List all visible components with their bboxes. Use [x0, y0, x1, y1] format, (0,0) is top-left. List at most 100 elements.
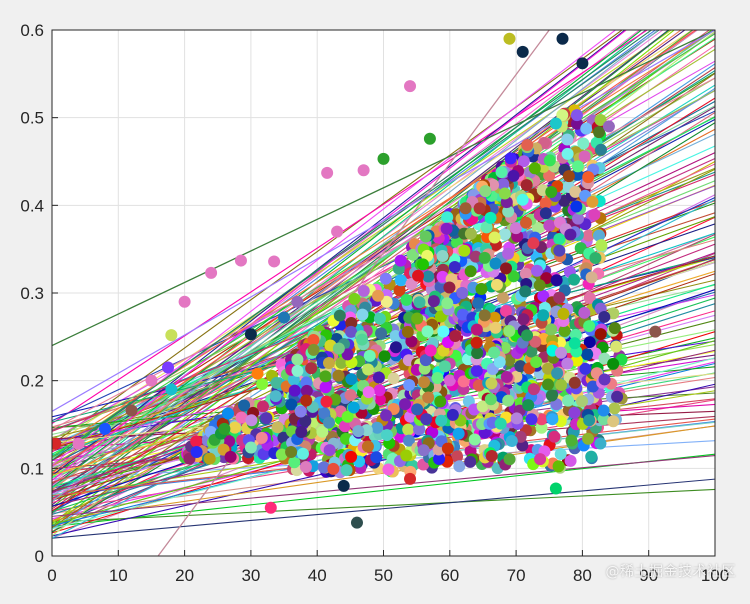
- data-point: [564, 228, 577, 241]
- data-point: [400, 449, 413, 462]
- data-point: [235, 411, 248, 424]
- data-point: [373, 312, 386, 325]
- data-point: [419, 230, 432, 243]
- data-point: [446, 408, 459, 421]
- data-point: [427, 295, 440, 308]
- data-point: [534, 453, 547, 466]
- regression-line: [52, 30, 715, 489]
- data-point: [553, 291, 566, 304]
- data-point: [649, 325, 662, 338]
- data-point: [597, 404, 610, 417]
- data-point: [549, 117, 562, 130]
- y-tick-label: 0.1: [20, 459, 44, 478]
- data-point: [537, 290, 550, 303]
- data-point: [319, 381, 332, 394]
- data-point: [375, 327, 388, 340]
- data-point: [244, 441, 257, 454]
- data-point: [434, 310, 447, 323]
- data-point: [317, 461, 330, 474]
- x-tick-label: 20: [175, 566, 194, 585]
- data-point: [457, 375, 470, 388]
- data-point: [357, 164, 370, 177]
- data-point: [323, 416, 336, 429]
- x-tick-label: 100: [701, 566, 729, 585]
- data-point: [607, 415, 620, 428]
- data-point: [555, 379, 568, 392]
- data-point: [270, 376, 283, 389]
- data-point: [553, 232, 566, 245]
- data-point: [493, 356, 506, 369]
- data-point: [228, 421, 241, 434]
- data-point: [345, 325, 358, 338]
- data-point: [403, 378, 416, 391]
- x-tick-label: 30: [241, 566, 260, 585]
- data-point: [433, 453, 446, 466]
- data-point: [484, 211, 497, 224]
- x-tick-label: 80: [573, 566, 592, 585]
- data-point: [412, 269, 425, 282]
- data-point: [551, 367, 564, 380]
- data-point: [269, 390, 282, 403]
- data-point: [456, 287, 469, 300]
- data-point: [464, 265, 477, 278]
- data-point: [402, 423, 415, 436]
- data-point: [473, 202, 486, 215]
- data-point: [561, 147, 574, 160]
- data-point: [561, 357, 574, 370]
- data-point: [570, 109, 583, 122]
- data-point: [125, 404, 138, 417]
- data-point: [373, 393, 386, 406]
- data-point: [583, 414, 596, 427]
- y-tick-label: 0.3: [20, 284, 44, 303]
- data-point: [527, 383, 540, 396]
- data-point: [470, 364, 483, 377]
- data-point: [435, 414, 448, 427]
- regression-line: [52, 30, 623, 445]
- data-point: [203, 452, 216, 465]
- data-point: [582, 432, 595, 445]
- data-point: [370, 451, 383, 464]
- data-point: [335, 356, 348, 369]
- regression-line: [52, 37, 715, 478]
- data-point: [608, 322, 621, 335]
- data-point: [503, 324, 516, 337]
- data-point: [495, 166, 508, 179]
- data-point: [593, 126, 606, 139]
- data-point: [594, 437, 607, 450]
- data-point: [528, 162, 541, 175]
- regression-line: [52, 30, 626, 477]
- data-point: [307, 333, 320, 346]
- regression-line: [52, 418, 715, 497]
- data-point: [416, 258, 429, 271]
- y-tick-label: 0.6: [20, 21, 44, 40]
- data-point: [533, 279, 546, 292]
- data-point: [305, 362, 318, 375]
- data-point: [264, 501, 277, 514]
- data-point: [478, 251, 491, 264]
- data-point: [521, 329, 534, 342]
- data-point: [509, 222, 522, 235]
- data-point: [406, 248, 419, 261]
- data-point: [320, 395, 333, 408]
- data-point: [372, 371, 385, 384]
- data-point: [356, 333, 369, 346]
- data-point: [520, 179, 533, 192]
- data-point: [322, 356, 335, 369]
- data-point: [517, 155, 530, 168]
- data-point: [291, 295, 304, 308]
- data-point: [165, 383, 178, 396]
- data-point: [441, 297, 454, 310]
- data-point: [345, 316, 358, 329]
- data-point: [531, 221, 544, 234]
- data-point: [503, 32, 516, 45]
- data-point: [505, 435, 518, 448]
- regression-line: [52, 30, 653, 461]
- data-point: [404, 472, 417, 485]
- x-tick-label: 90: [639, 566, 658, 585]
- data-point: [555, 346, 568, 359]
- data-point: [339, 432, 352, 445]
- data-point: [389, 330, 402, 343]
- data-point: [598, 310, 611, 323]
- y-tick-label: 0: [35, 547, 44, 566]
